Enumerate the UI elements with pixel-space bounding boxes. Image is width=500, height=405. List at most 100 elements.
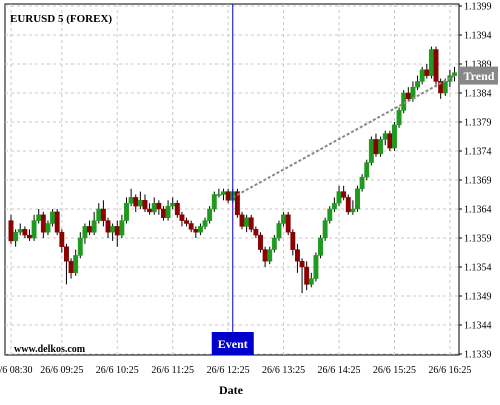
candle-body	[433, 49, 439, 82]
candle-body	[248, 217, 254, 230]
candle-body	[197, 226, 203, 233]
candle-body	[276, 223, 282, 239]
candle-body	[110, 226, 116, 233]
candle-body	[350, 208, 356, 213]
x-tick-label: 26/6 08:30	[0, 365, 33, 376]
candle-body	[313, 255, 319, 279]
candle-body	[382, 133, 388, 140]
candle-body	[96, 208, 102, 221]
candle-body	[415, 81, 421, 88]
x-tick-label: 26/6 12:25	[207, 365, 250, 376]
candle-body	[119, 220, 125, 236]
x-tick-label: 26/6 09:25	[40, 365, 83, 376]
y-tick-label: 1.1384	[464, 89, 492, 100]
y-tick-label: 1.1359	[464, 234, 492, 245]
candle-body	[165, 205, 171, 218]
candle-body	[428, 49, 434, 76]
candle-body	[105, 220, 111, 233]
x-tick-label: 26/6 10:25	[96, 365, 139, 376]
x-tick-label: 26/6 16:25	[428, 365, 471, 376]
candle-body	[17, 229, 23, 233]
candle-body	[133, 197, 139, 207]
candle-body	[170, 202, 176, 207]
candle-body	[373, 139, 379, 155]
candle-body	[225, 191, 231, 201]
candle-body	[322, 220, 328, 239]
candle-body	[364, 162, 370, 178]
watermark: www.delkos.com	[14, 344, 86, 355]
y-tick-label: 1.1374	[464, 147, 492, 158]
y-tick-label: 1.1349	[464, 292, 492, 303]
candle-body	[207, 208, 213, 221]
candle-body	[40, 214, 46, 233]
candle-body	[216, 194, 222, 196]
candle-body	[22, 229, 28, 236]
candle-body	[100, 208, 106, 221]
candle-body	[387, 133, 393, 149]
candle-body	[91, 220, 97, 233]
candle-body	[193, 229, 199, 233]
candle-body	[452, 72, 457, 76]
candle-body	[147, 208, 153, 213]
candle-body	[299, 260, 305, 268]
candle-body	[285, 214, 291, 233]
candle-body	[359, 176, 365, 189]
candle-body	[188, 223, 194, 230]
candle-body	[174, 202, 180, 216]
candle-body	[392, 124, 397, 149]
x-tick-label: 26/6 11:25	[151, 365, 194, 376]
candle-body	[45, 223, 51, 233]
y-tick-label: 1.1389	[464, 60, 492, 71]
candle-body	[345, 197, 351, 213]
y-tick-label: 1.1399	[464, 2, 492, 13]
candle-body	[87, 226, 92, 233]
trend-label: Trend	[464, 69, 495, 83]
candle-body	[59, 231, 65, 247]
overlay: Event	[211, 4, 456, 355]
candle-body	[63, 246, 69, 262]
candle-body	[368, 139, 374, 163]
candle-body	[234, 191, 240, 216]
candle-body	[267, 249, 273, 262]
y-tick-label: 1.1364	[464, 205, 492, 216]
candle-body	[54, 211, 60, 233]
candle-body	[156, 202, 162, 210]
candle-body	[355, 188, 360, 210]
candle-body	[419, 69, 425, 82]
candle-body	[271, 237, 277, 250]
candle-body	[31, 220, 37, 239]
candle-body	[161, 208, 166, 218]
y-tick-label: 1.1369	[464, 176, 492, 187]
candle-body	[318, 237, 323, 256]
candle-body	[221, 191, 226, 195]
candle-body	[73, 255, 79, 274]
x-tick-label: 26/6 15:25	[373, 365, 416, 376]
candle-body	[244, 217, 250, 227]
candle-body	[202, 220, 208, 227]
candle-body	[124, 202, 129, 221]
candle-body	[442, 81, 448, 94]
candle-body	[184, 220, 190, 224]
chart-title: EURUSD 5 (FOREX)	[10, 13, 112, 25]
candle-body	[13, 231, 19, 242]
trend-label-box	[460, 66, 498, 85]
trend-line	[232, 74, 456, 199]
y-tick-label: 1.1379	[464, 118, 492, 129]
candle-body	[290, 231, 296, 250]
grid	[5, 4, 459, 355]
y-tick-label: 1.1339	[464, 350, 492, 361]
candle-body	[36, 214, 42, 221]
candle-body	[179, 214, 185, 221]
candle-body	[308, 278, 314, 285]
candle-body	[281, 214, 287, 224]
y-tick-label: 1.1394	[464, 31, 492, 42]
candle-body	[128, 197, 134, 204]
x-tick-label: 26/6 14:25	[317, 365, 360, 376]
candle-body	[137, 200, 143, 207]
candle-body	[68, 260, 74, 274]
candle-body	[405, 92, 411, 100]
candle-body	[294, 249, 300, 262]
candle-body	[77, 237, 83, 256]
candle-body	[142, 200, 148, 210]
